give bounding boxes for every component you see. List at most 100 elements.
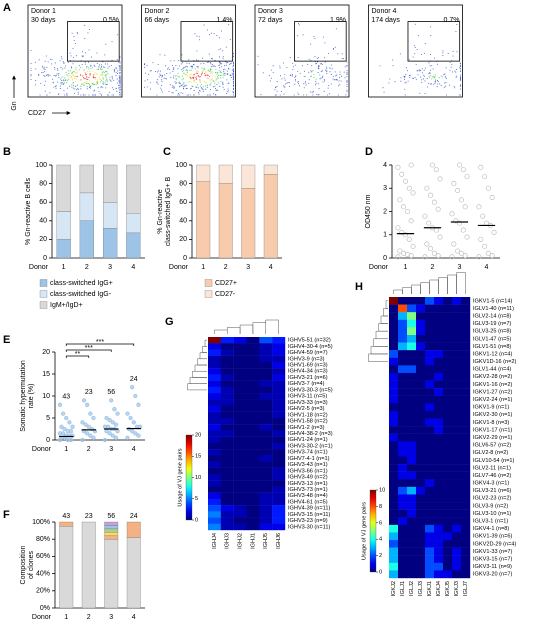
density-dot — [188, 76, 190, 78]
heatmap-cell — [425, 418, 435, 427]
density-dot — [88, 85, 90, 87]
data-point — [428, 246, 434, 252]
heatmap-cell — [434, 357, 444, 366]
density-dot — [30, 74, 32, 76]
density-dot — [202, 69, 204, 71]
density-dot — [58, 93, 60, 95]
density-dot — [408, 75, 410, 77]
density-dot — [456, 75, 458, 77]
density-dot — [80, 74, 82, 76]
heatmap-cell — [389, 304, 399, 313]
count-label: 23 — [85, 513, 93, 520]
density-dot — [340, 80, 342, 82]
data-point — [125, 435, 130, 440]
heatmap-cell — [389, 540, 399, 548]
legend-label: IgM+/IgD+ — [50, 302, 83, 309]
density-dot — [220, 48, 222, 50]
heatmap-cell — [389, 297, 399, 305]
heatmap-cell — [407, 441, 417, 450]
row-label: IGHV3-66 (n=1) — [288, 468, 328, 474]
data-point — [85, 431, 90, 436]
density-dot — [44, 80, 46, 82]
density-dot — [196, 76, 198, 78]
heatmap-cell — [233, 505, 247, 512]
heatmap-cell — [398, 312, 408, 320]
density-dot — [425, 67, 427, 69]
heatmap-cell — [220, 473, 234, 481]
heatmap-cell — [461, 448, 471, 457]
heatmap-cell — [407, 433, 417, 442]
density-dot — [434, 79, 437, 81]
density-dot — [104, 74, 106, 76]
heatmap-cell — [443, 372, 453, 381]
density-dot — [310, 70, 312, 72]
heatmap-cell — [461, 388, 471, 396]
density-dot — [87, 78, 89, 80]
density-dot — [415, 63, 417, 65]
density-dot — [182, 87, 185, 89]
density-dot — [382, 87, 384, 89]
heatmap-cell — [425, 395, 435, 404]
density-dot — [434, 57, 436, 59]
heatmap-cell — [425, 540, 435, 548]
heatmap-cell — [246, 473, 260, 481]
density-dot — [418, 69, 420, 71]
density-dot — [445, 76, 447, 78]
row-label: IGKV1-17 (n=1) — [473, 427, 512, 433]
heatmap-cell — [443, 532, 453, 541]
heatmap-cell — [208, 486, 222, 493]
density-dot — [211, 72, 213, 74]
y-tick-label: 0 — [183, 255, 187, 262]
density-dot — [80, 85, 82, 87]
data-point — [133, 431, 138, 436]
density-dot — [106, 80, 108, 82]
density-dot — [323, 79, 325, 81]
row-label: IGKV1-9 (n=1) — [473, 405, 509, 411]
heatmap-cell — [461, 479, 471, 488]
heatmap-cell — [425, 403, 435, 412]
heatmap-cell — [259, 417, 273, 425]
data-point — [478, 236, 484, 242]
heatmap-cell — [398, 570, 408, 579]
density-dot — [72, 63, 74, 65]
heatmap-cell — [272, 436, 286, 444]
density-dot — [232, 81, 235, 83]
heatmap-cell — [416, 342, 426, 351]
density-dot — [171, 65, 173, 67]
density-dot — [119, 89, 121, 91]
density-dot — [204, 82, 207, 84]
y-tick-label: 40% — [36, 570, 50, 577]
density-dot — [339, 73, 341, 76]
heatmap-cell — [246, 393, 260, 400]
heatmap-cell — [389, 410, 399, 419]
density-dot — [88, 28, 90, 30]
density-dot — [168, 90, 170, 93]
density-dot — [182, 83, 184, 85]
heatmap-cell — [452, 509, 462, 518]
density-dot — [404, 88, 406, 90]
heatmap-cell — [398, 547, 408, 556]
heatmap-cell — [233, 467, 247, 475]
dendrogram — [204, 339, 207, 347]
density-dot — [71, 73, 74, 75]
heatmap-cell — [443, 441, 453, 450]
density-dot — [283, 93, 285, 95]
density-dot — [220, 75, 222, 77]
density-dot — [304, 81, 307, 83]
density-dot — [223, 88, 225, 91]
heatmap-cell — [208, 411, 222, 419]
x-axis-label: Donor — [32, 614, 52, 621]
density-dot — [177, 76, 180, 78]
density-dot — [83, 94, 85, 96]
bar-segment — [196, 164, 211, 182]
density-dot — [334, 71, 336, 73]
density-dot — [222, 57, 224, 59]
heatmap-cell — [461, 327, 471, 336]
density-dot — [202, 85, 205, 87]
data-point — [81, 398, 87, 403]
density-dot — [89, 73, 91, 75]
heatmap-cell — [416, 479, 426, 488]
heatmap-cell — [259, 517, 273, 524]
density-dot — [205, 81, 207, 83]
heatmap-cell — [389, 357, 399, 366]
